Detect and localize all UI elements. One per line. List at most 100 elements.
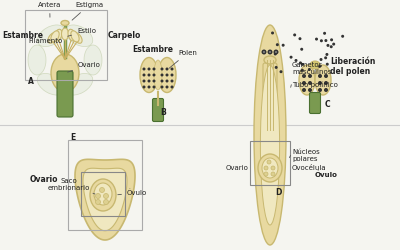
Ellipse shape — [318, 65, 321, 68]
Ellipse shape — [160, 80, 164, 82]
Ellipse shape — [170, 68, 174, 70]
Ellipse shape — [298, 37, 302, 40]
Ellipse shape — [274, 52, 277, 56]
Ellipse shape — [61, 20, 69, 25]
Ellipse shape — [262, 50, 266, 54]
Ellipse shape — [166, 80, 168, 82]
Ellipse shape — [37, 25, 65, 46]
Ellipse shape — [104, 200, 108, 204]
Ellipse shape — [51, 31, 59, 42]
Ellipse shape — [302, 81, 306, 85]
Ellipse shape — [326, 44, 330, 47]
Ellipse shape — [293, 34, 296, 36]
Ellipse shape — [166, 68, 168, 70]
Ellipse shape — [154, 60, 162, 90]
Text: Óvulo: Óvulo — [315, 172, 338, 178]
Ellipse shape — [324, 56, 327, 59]
Text: Núcleos
polares: Núcleos polares — [292, 148, 320, 162]
Ellipse shape — [170, 74, 174, 76]
Ellipse shape — [267, 160, 271, 164]
FancyBboxPatch shape — [263, 63, 277, 97]
Ellipse shape — [148, 80, 150, 82]
Ellipse shape — [94, 183, 112, 205]
Ellipse shape — [275, 51, 277, 53]
Ellipse shape — [308, 88, 312, 92]
Ellipse shape — [300, 48, 303, 51]
Text: Antera: Antera — [38, 2, 61, 17]
Ellipse shape — [330, 45, 333, 48]
Ellipse shape — [330, 38, 333, 41]
Ellipse shape — [326, 63, 329, 66]
Text: Saco
embrionario: Saco embrionario — [48, 178, 95, 194]
Ellipse shape — [152, 80, 156, 82]
Ellipse shape — [170, 80, 174, 82]
Ellipse shape — [318, 88, 322, 92]
Text: Estambre: Estambre — [2, 30, 43, 40]
Ellipse shape — [142, 74, 146, 76]
Text: Óvulo: Óvulo — [118, 190, 147, 196]
Ellipse shape — [262, 158, 278, 178]
Bar — [25, 10, 107, 80]
Text: A: A — [28, 77, 34, 86]
Ellipse shape — [62, 28, 68, 40]
Ellipse shape — [264, 166, 268, 170]
Ellipse shape — [258, 154, 282, 182]
Text: Ovocélula: Ovocélula — [292, 165, 327, 171]
Ellipse shape — [299, 62, 302, 64]
Ellipse shape — [160, 74, 164, 76]
Ellipse shape — [84, 45, 102, 75]
Text: Estilo: Estilo — [68, 28, 96, 36]
Ellipse shape — [100, 188, 104, 192]
Ellipse shape — [158, 58, 176, 92]
Ellipse shape — [90, 179, 116, 211]
Text: Gametos
masculinos: Gametos masculinos — [292, 62, 331, 75]
Ellipse shape — [264, 172, 268, 176]
Ellipse shape — [302, 74, 306, 78]
Ellipse shape — [96, 200, 100, 204]
Ellipse shape — [332, 42, 335, 45]
Ellipse shape — [341, 35, 344, 38]
Ellipse shape — [142, 86, 146, 88]
Ellipse shape — [152, 68, 156, 70]
Ellipse shape — [166, 86, 168, 88]
Ellipse shape — [166, 74, 168, 76]
FancyBboxPatch shape — [310, 92, 320, 114]
Ellipse shape — [263, 51, 265, 53]
Ellipse shape — [271, 32, 274, 34]
Text: Ovario: Ovario — [225, 165, 248, 171]
Ellipse shape — [318, 81, 322, 85]
Ellipse shape — [51, 54, 79, 92]
Ellipse shape — [96, 194, 100, 198]
Ellipse shape — [71, 31, 79, 42]
Ellipse shape — [315, 38, 318, 40]
Ellipse shape — [170, 86, 174, 88]
Ellipse shape — [264, 56, 276, 64]
Text: Estigma: Estigma — [72, 2, 103, 20]
Text: Tubo polínico: Tubo polínico — [292, 82, 338, 88]
Ellipse shape — [65, 25, 93, 46]
Ellipse shape — [54, 29, 62, 41]
Text: Filamento: Filamento — [28, 38, 62, 44]
Ellipse shape — [324, 39, 327, 42]
Ellipse shape — [326, 53, 328, 56]
Ellipse shape — [302, 88, 306, 92]
Ellipse shape — [308, 81, 312, 85]
Ellipse shape — [48, 33, 57, 43]
Bar — [250, 141, 290, 185]
Ellipse shape — [320, 58, 322, 61]
Ellipse shape — [148, 74, 150, 76]
Ellipse shape — [318, 74, 322, 78]
Ellipse shape — [324, 74, 328, 78]
Ellipse shape — [160, 86, 164, 88]
Text: Polen: Polen — [169, 50, 197, 68]
Text: C: C — [325, 100, 331, 109]
Ellipse shape — [324, 88, 328, 92]
Ellipse shape — [276, 43, 279, 46]
Ellipse shape — [73, 33, 82, 43]
Ellipse shape — [260, 65, 280, 225]
Ellipse shape — [320, 39, 323, 42]
Ellipse shape — [301, 69, 304, 72]
Ellipse shape — [290, 56, 292, 59]
Ellipse shape — [323, 32, 326, 35]
Ellipse shape — [269, 51, 271, 53]
